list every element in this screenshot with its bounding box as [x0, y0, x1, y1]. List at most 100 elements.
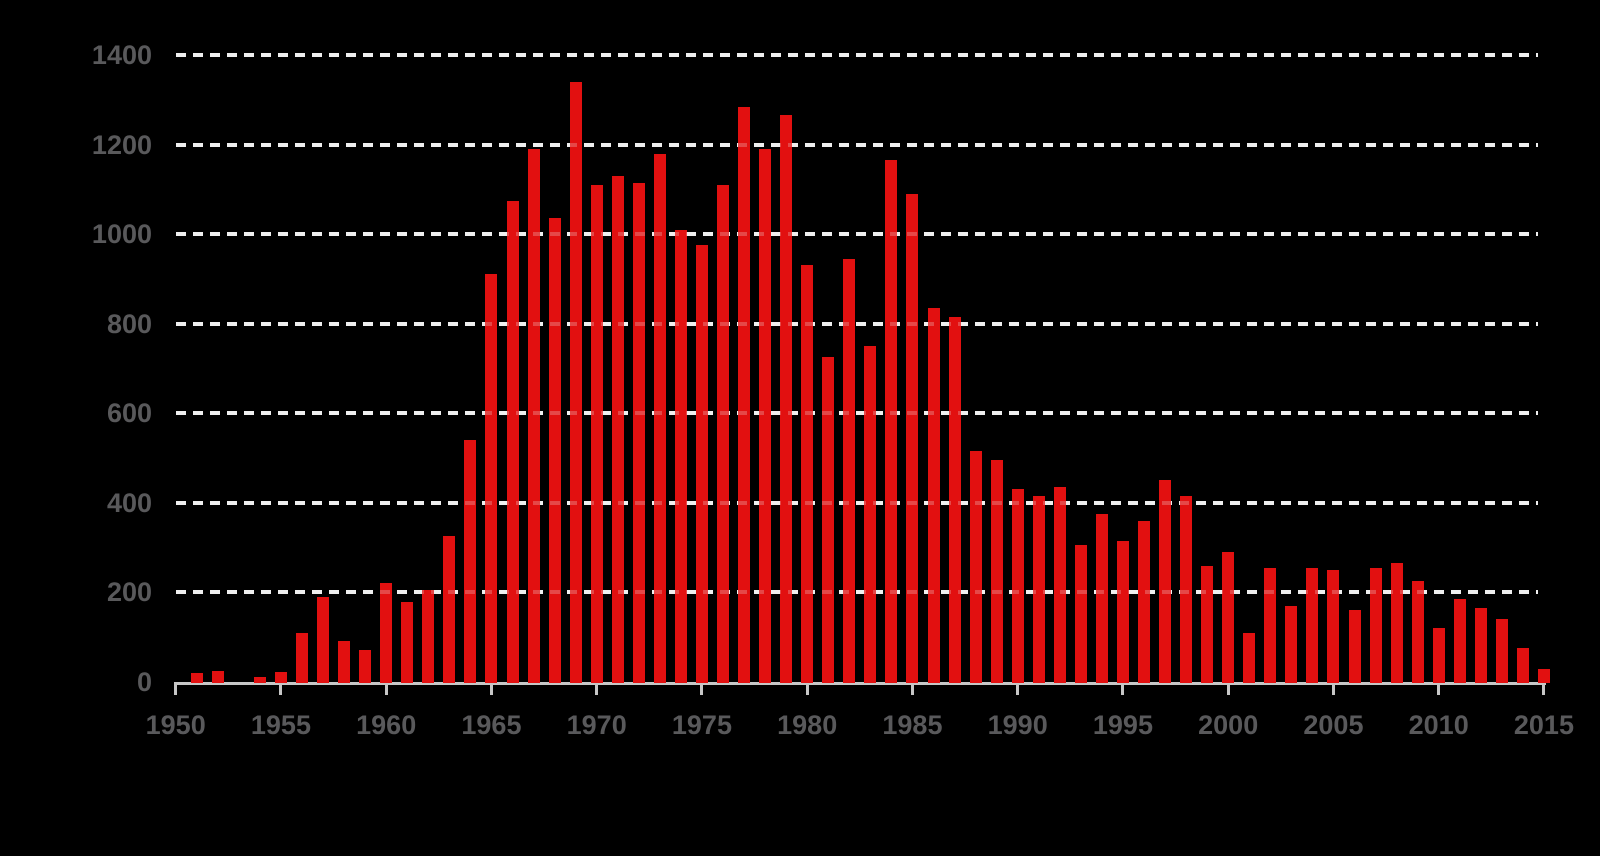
y-tick-label-0: 0 — [136, 667, 152, 697]
bar-1980 — [801, 265, 814, 683]
y-tick-label-1400: 1400 — [91, 40, 152, 70]
gridline-y-600 — [176, 411, 1538, 416]
bar-1959 — [359, 649, 372, 683]
bar-2004 — [1306, 567, 1319, 683]
bar-1989 — [990, 460, 1003, 683]
gridline-y-1400 — [176, 53, 1538, 57]
bar-2008 — [1390, 563, 1403, 683]
bar-1993 — [1074, 545, 1087, 683]
x-tick-1990 — [1016, 682, 1020, 695]
y-tick-label-800: 800 — [106, 308, 152, 339]
bar-1964 — [464, 440, 477, 683]
y-tick-label-1000: 1000 — [91, 219, 152, 250]
bar-1978 — [759, 149, 772, 683]
y-tick-label-400: 400 — [106, 487, 152, 518]
bar-1977 — [738, 106, 751, 683]
x-tick-label-1985: 1985 — [882, 710, 943, 740]
gridline-y-200 — [176, 590, 1538, 595]
gridline-y-200 — [176, 590, 1538, 595]
bar-1971 — [611, 175, 624, 683]
bar-1994 — [1095, 514, 1108, 683]
bar-1976 — [717, 184, 729, 683]
x-tick-1965 — [489, 682, 493, 695]
bar-1970 — [590, 184, 603, 683]
bar-1962 — [422, 590, 435, 683]
bar-1992 — [1053, 487, 1066, 683]
bar-1995 — [1116, 540, 1129, 683]
bar-1990 — [1011, 489, 1024, 683]
bar-1979 — [780, 115, 793, 683]
x-tick-label-2015: 2015 — [1513, 710, 1574, 740]
bar-2011 — [1453, 599, 1466, 683]
bar-1952 — [211, 670, 224, 683]
bar-1957 — [317, 596, 330, 683]
x-tick-1970 — [595, 682, 599, 695]
x-tick-1975 — [700, 682, 704, 695]
y-tick-label-200: 200 — [106, 577, 152, 608]
bar-2012 — [1474, 608, 1487, 683]
x-tick-2015 — [1542, 682, 1546, 695]
x-tick-1960 — [384, 682, 388, 695]
bar-1955 — [274, 672, 287, 683]
bar-1961 — [401, 602, 414, 683]
gridline-y-1000 — [176, 232, 1538, 237]
bar-1991 — [1032, 496, 1045, 683]
gridline-y-400 — [176, 500, 1538, 505]
bar-1983 — [864, 346, 877, 683]
bar-1986 — [927, 308, 940, 683]
bar-2010 — [1432, 628, 1445, 683]
bar-1972 — [632, 182, 645, 683]
x-axis-line — [174, 682, 1546, 685]
bar-1954 — [253, 676, 266, 683]
bar-1963 — [443, 536, 456, 683]
x-tick-label-1950: 1950 — [145, 710, 206, 740]
gridline-y-800 — [176, 321, 1538, 326]
bar-1997 — [1159, 480, 1172, 683]
x-tick-1950 — [174, 682, 178, 695]
y-tick-label-600: 600 — [106, 398, 152, 429]
x-tick-label-1965: 1965 — [461, 710, 522, 740]
x-tick-label-1995: 1995 — [1092, 710, 1153, 740]
x-tick-1985 — [910, 682, 914, 695]
bar-1956 — [296, 632, 308, 683]
bar-2014 — [1516, 648, 1529, 683]
bar-1988 — [969, 451, 982, 683]
bar-1985 — [906, 193, 919, 683]
x-tick-2000 — [1226, 682, 1230, 695]
x-tick-label-2010: 2010 — [1408, 710, 1469, 740]
bar-2000 — [1222, 552, 1235, 683]
bar-1996 — [1138, 520, 1150, 683]
bar-1984 — [885, 160, 898, 683]
bar-1965 — [485, 274, 498, 683]
y-tick-label-1200: 1200 — [91, 129, 152, 160]
x-tick-1980 — [805, 682, 809, 695]
bar-1974 — [674, 229, 687, 683]
x-tick-label-1960: 1960 — [356, 710, 417, 740]
bar-1967 — [527, 149, 540, 683]
bar-1999 — [1201, 565, 1214, 683]
x-tick-1995 — [1121, 682, 1125, 695]
x-tick-2005 — [1331, 682, 1335, 695]
gridline-y-1200 — [176, 142, 1538, 147]
x-tick-label-1990: 1990 — [987, 710, 1048, 740]
bar-2002 — [1264, 567, 1277, 683]
bar-2015 — [1537, 668, 1550, 683]
bar-2009 — [1411, 581, 1424, 683]
bar-1966 — [506, 200, 519, 683]
gridline-y-1200 — [176, 142, 1538, 147]
bar-1973 — [653, 153, 666, 683]
bar-1960 — [380, 583, 393, 683]
bar-2013 — [1495, 619, 1508, 683]
gridline-y-1000 — [176, 232, 1538, 237]
x-tick-2010 — [1437, 682, 1441, 695]
bar-1951 — [190, 673, 203, 683]
bar-1969 — [569, 81, 582, 683]
bar-1998 — [1180, 496, 1193, 683]
gridline-y-400 — [176, 500, 1538, 505]
gridline-y-1400 — [176, 53, 1538, 57]
x-tick-label-2005: 2005 — [1303, 710, 1364, 740]
x-tick-1955 — [279, 682, 283, 695]
bar-2003 — [1285, 605, 1298, 683]
x-tick-label-1955: 1955 — [250, 710, 311, 740]
